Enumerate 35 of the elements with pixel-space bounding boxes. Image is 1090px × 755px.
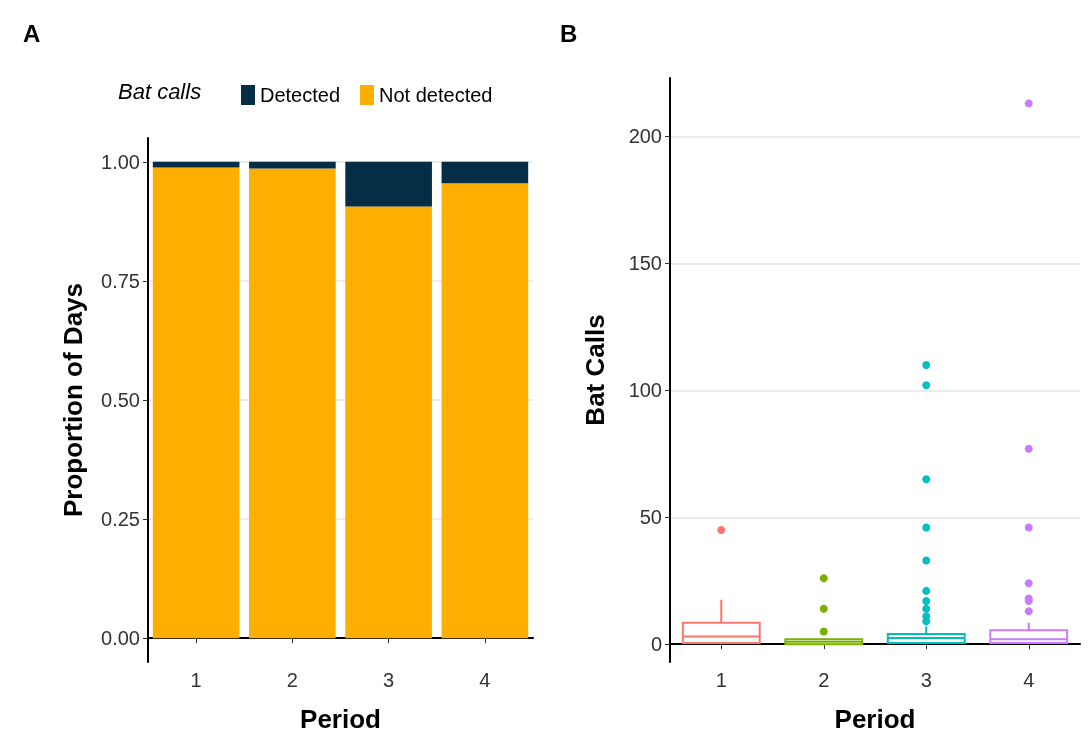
bar xyxy=(441,183,529,639)
legend-title: Bat calls xyxy=(118,78,202,104)
bar xyxy=(249,168,336,639)
x-tick-label: 3 xyxy=(920,669,932,691)
x-tick-label: 4 xyxy=(1023,669,1035,691)
legend-label: Detected xyxy=(260,84,341,106)
x-axis-title: Period xyxy=(834,704,916,734)
bar xyxy=(152,167,240,639)
y-tick-label: 200 xyxy=(628,125,662,148)
x-axis-title: Period xyxy=(300,704,381,734)
y-tick-label: 150 xyxy=(628,252,662,275)
bar xyxy=(345,206,432,639)
bar xyxy=(152,161,240,168)
y-tick-label: 50 xyxy=(639,506,662,529)
x-tick-label: 2 xyxy=(286,669,298,691)
y-tick-label: 0.25 xyxy=(101,508,140,531)
bar xyxy=(249,161,336,169)
x-tick-label: 4 xyxy=(479,669,491,691)
y-tick-label: 1.00 xyxy=(101,150,140,173)
y-tick-label: 0.00 xyxy=(101,627,140,650)
chart-title: A xyxy=(23,19,41,47)
y-tick-label: 0 xyxy=(650,633,662,656)
x-tick-label: 3 xyxy=(383,669,395,691)
legend-label: Not detected xyxy=(379,84,493,106)
y-tick-label: 0.50 xyxy=(101,389,140,411)
bar xyxy=(345,161,432,207)
y-tick-label: 0.75 xyxy=(101,269,140,292)
bar xyxy=(441,161,529,184)
x-tick-label: 2 xyxy=(818,669,830,691)
chart-title: B xyxy=(560,19,578,47)
y-axis-title: Bat Calls xyxy=(580,314,610,426)
x-tick-label: 1 xyxy=(190,669,202,691)
y-axis-title: Proportion of Days xyxy=(58,282,88,518)
x-tick-label: 1 xyxy=(715,669,727,691)
y-tick-label: 100 xyxy=(628,379,662,402)
